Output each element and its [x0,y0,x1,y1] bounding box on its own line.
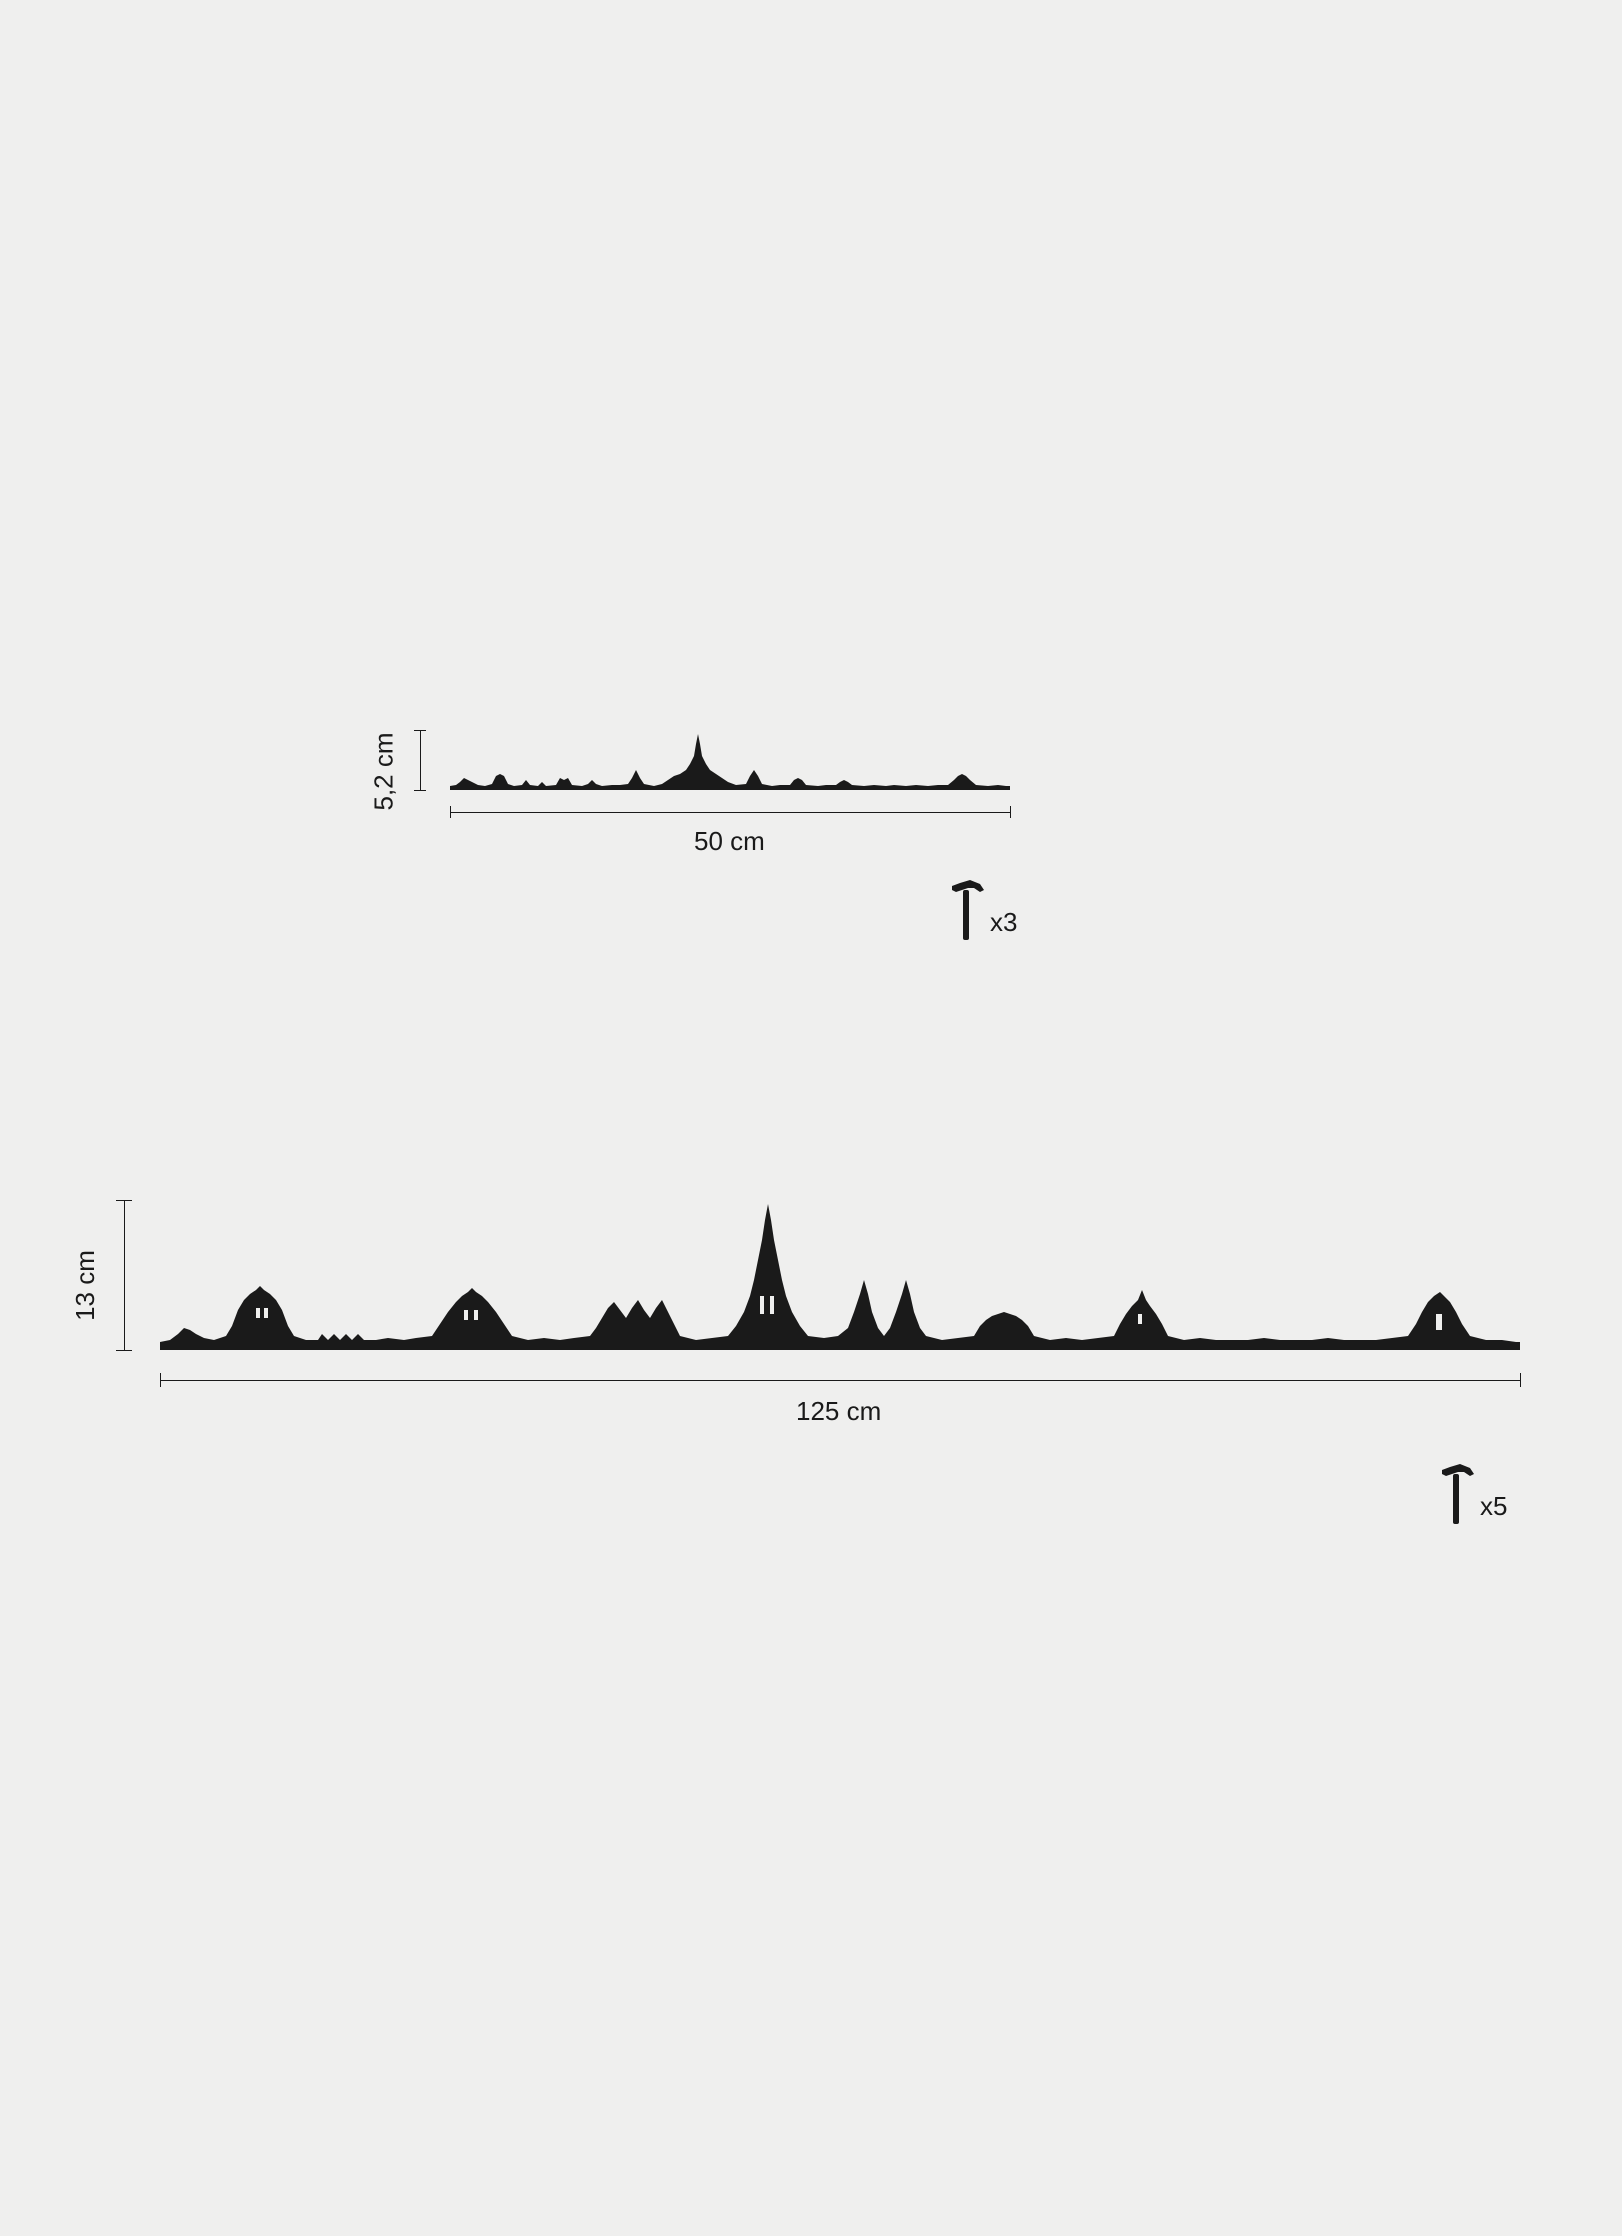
nail-count-label: x5 [1480,1491,1507,1524]
nail-count-label: x3 [990,907,1017,940]
height-label: 13 cm [70,1250,101,1321]
width-label: 50 cm [694,826,765,857]
hammer-icon [950,880,984,940]
nail-count-small: x3 [950,880,1017,940]
nail-count-large: x5 [1440,1464,1507,1524]
skyline-silhouette-small [450,730,1010,790]
hammer-icon [1440,1464,1474,1524]
width-label: 125 cm [796,1396,881,1427]
height-label: 5,2 cm [369,732,400,810]
skyline-silhouette-large [160,1200,1520,1350]
